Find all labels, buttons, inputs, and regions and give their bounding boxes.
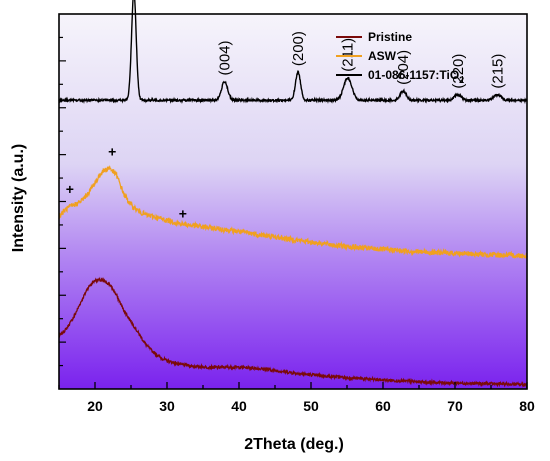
series-line-01-086-1157-tio2 [58,0,528,105]
peak-label-220: (220) [450,54,467,89]
peak-label-211: (211) [340,38,357,72]
x-tick-label-80: 80 [519,398,535,414]
legend-label-tio2-sub: 2 [459,75,464,85]
plus-marker-1: + [66,181,74,197]
x-tick-label-30: 30 [159,398,175,414]
legend-label-tio2: 01-086-1157:TiO2 [368,68,464,85]
plus-marker-2: + [108,143,116,159]
series-line-pristine [58,276,528,389]
plot-background [59,14,527,389]
x-tick-label-20: 20 [87,398,103,414]
y-axis-title: Intensity (a.u.) [10,144,27,252]
tick-layer: 20 30 40 50 60 70 80 [58,36,535,414]
peak-label-200: (200) [290,31,307,66]
x-tick-label-40: 40 [231,398,247,414]
x-tick-label-70: 70 [447,398,463,414]
x-tick-label-60: 60 [375,398,391,414]
legend-label-pristine: Pristine [368,30,412,44]
x-axis-title: 2Theta (deg.) [244,436,344,453]
peak-label-215: (215) [489,54,506,89]
peak-label-204: (204) [395,50,412,85]
legend: Pristine ASW 01-086-1157:TiO2 [336,30,464,85]
peak-label-004: (004) [217,40,234,75]
series-layer: (101)(004)(200)(211)(204)(220)(215) [58,0,528,389]
x-tick-label-50: 50 [303,398,319,414]
plus-marker-3: + [179,205,187,221]
legend-label-asw: ASW [368,49,397,63]
series-line-asw [58,165,528,259]
annotation-layer: + + + [66,143,187,221]
legend-label-tio2-main: 01-086-1157:TiO [368,68,459,82]
